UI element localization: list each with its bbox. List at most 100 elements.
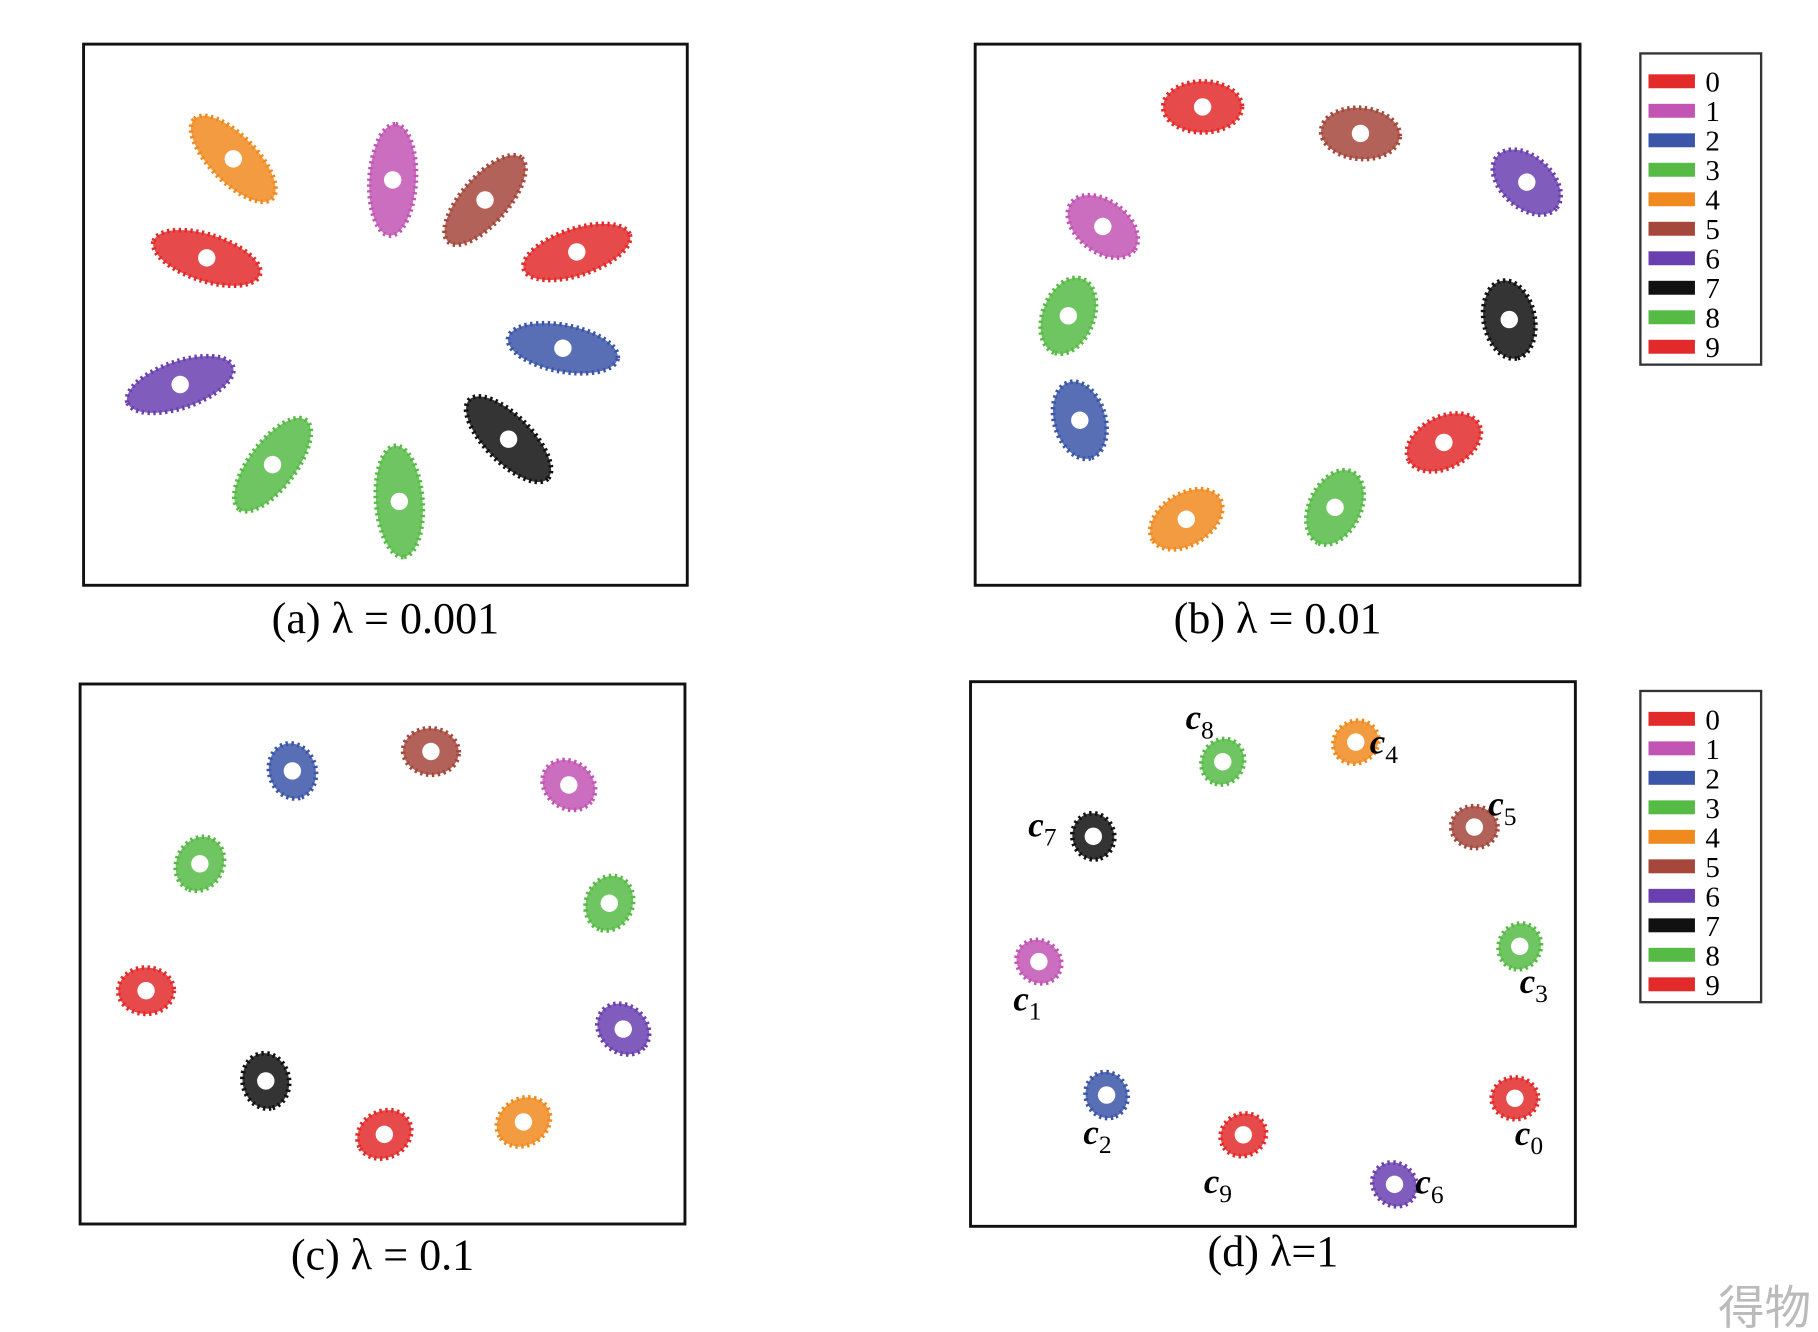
cluster-center <box>283 762 302 780</box>
legend-swatch <box>1648 918 1695 933</box>
legend-label: 6 <box>1705 881 1720 913</box>
center-label: c5 <box>1488 784 1516 830</box>
legend-label: 1 <box>1705 734 1720 766</box>
legend-swatch <box>1648 888 1695 903</box>
legend-swatch <box>1648 711 1695 726</box>
cluster-center <box>560 776 578 794</box>
legend-label: 6 <box>1705 244 1720 276</box>
center-label: c3 <box>1520 962 1548 1008</box>
legend-label: 9 <box>1705 332 1720 364</box>
legend-label: 7 <box>1705 911 1720 943</box>
center-label: c7 <box>1028 805 1056 851</box>
cluster-center <box>1326 498 1344 517</box>
cluster-center <box>171 375 189 394</box>
cluster-center <box>137 982 155 1000</box>
center-label-subscript: 3 <box>1535 979 1548 1008</box>
legend-label: 3 <box>1705 155 1720 187</box>
cluster-center <box>1234 1126 1253 1144</box>
center-label-letter: c <box>1204 1162 1219 1201</box>
cluster-center <box>1177 510 1195 528</box>
cluster-center <box>1094 217 1112 236</box>
cluster-center <box>1059 307 1078 325</box>
center-label-letter: c <box>1186 698 1201 737</box>
legend-label: 2 <box>1705 763 1720 795</box>
cluster-center <box>224 150 243 168</box>
cluster-center <box>499 430 518 448</box>
cluster-center <box>554 339 572 357</box>
legend-swatch <box>1648 770 1695 785</box>
cluster-center <box>1193 98 1212 116</box>
cluster-center <box>257 1072 275 1090</box>
center-label-letter: c <box>1415 1163 1430 1202</box>
center-label: c9 <box>1204 1162 1232 1208</box>
cluster-center <box>1030 952 1048 971</box>
legend-swatch <box>1648 977 1695 992</box>
legend-label: 5 <box>1705 852 1720 884</box>
legend-swatch <box>1648 162 1695 177</box>
legend-swatch <box>1648 280 1695 295</box>
cluster-center <box>263 455 282 474</box>
caption: (a) λ = 0.001 <box>272 594 500 643</box>
cluster-center <box>614 1020 632 1038</box>
center-label-letter: c <box>1370 723 1385 762</box>
legend-swatch <box>1648 74 1695 89</box>
center-label-subscript: 9 <box>1219 1179 1232 1208</box>
cluster-center <box>1385 1175 1404 1194</box>
legend-swatch <box>1648 859 1695 874</box>
legend-label: 0 <box>1705 704 1720 736</box>
legend-label: 7 <box>1705 273 1720 305</box>
center-label-subscript: 4 <box>1385 740 1398 769</box>
center-label: c6 <box>1415 1163 1443 1209</box>
cluster-center <box>390 492 409 511</box>
legend-swatch <box>1648 800 1695 815</box>
legend-label: 9 <box>1705 970 1720 1002</box>
center-label-subscript: 8 <box>1201 716 1214 745</box>
legend-label: 2 <box>1705 126 1720 158</box>
legend-swatch <box>1648 947 1695 962</box>
cluster-center <box>1506 1089 1524 1108</box>
legend-swatch <box>1648 251 1695 266</box>
center-label: c8 <box>1186 698 1214 744</box>
center-label-letter: c <box>1013 979 1028 1018</box>
caption: (c) λ = 0.1 <box>291 1230 474 1279</box>
legend-label: 8 <box>1705 303 1720 335</box>
center-label-letter: c <box>1488 784 1503 823</box>
center-label: c4 <box>1370 723 1398 769</box>
cluster-center <box>1511 937 1529 956</box>
legend-label: 4 <box>1705 822 1720 854</box>
cluster-center <box>1071 411 1089 429</box>
center-label-subscript: 6 <box>1431 1180 1444 1209</box>
legend-label: 4 <box>1705 185 1720 217</box>
cluster-center <box>191 855 209 873</box>
cluster-center <box>1347 733 1365 751</box>
legend-label: 8 <box>1705 940 1720 972</box>
cluster-center <box>1214 753 1232 771</box>
center-label-letter: c <box>1083 1113 1098 1152</box>
center-label: c2 <box>1083 1113 1111 1159</box>
center-label: c0 <box>1515 1114 1543 1160</box>
caption: (b) λ = 0.01 <box>1174 594 1382 643</box>
legend-label: 0 <box>1705 67 1720 99</box>
legend-swatch <box>1648 103 1695 118</box>
legend-swatch <box>1648 741 1695 756</box>
center-label-subscript: 5 <box>1504 802 1517 831</box>
cluster-center <box>422 742 440 761</box>
cluster-center <box>383 171 402 189</box>
legend-swatch <box>1648 829 1695 844</box>
cluster-center <box>1351 124 1370 143</box>
cluster-center <box>198 249 216 267</box>
center-label-letter: c <box>1515 1114 1530 1153</box>
cluster-center <box>514 1113 533 1131</box>
center-label-letter: c <box>1520 962 1535 1001</box>
legend-label: 3 <box>1705 793 1720 825</box>
cluster-center <box>1435 433 1453 452</box>
legend-label: 1 <box>1705 96 1720 128</box>
legend-swatch <box>1648 339 1695 354</box>
center-label: c1 <box>1013 979 1041 1025</box>
legend-swatch <box>1648 192 1695 207</box>
cluster-center <box>1518 173 1536 191</box>
center-label-subscript: 2 <box>1099 1130 1112 1159</box>
cluster-center <box>375 1125 394 1144</box>
